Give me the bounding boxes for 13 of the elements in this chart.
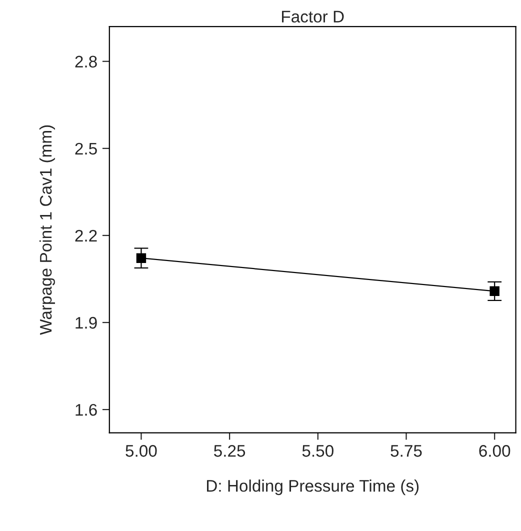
x-tick-label: 5.75 [390, 445, 422, 457]
y-tick-label: 2.5 [75, 142, 97, 155]
chart-title: Factor D [282, 10, 344, 23]
x-axis-title: D: Holding Pressure Time (s) [206, 480, 419, 496]
x-tick-label: 5.00 [126, 445, 157, 457]
y-axis-title: Warpage Point 1 Cav1 (mm) [39, 125, 55, 335]
x-tick-label: 5.50 [302, 445, 334, 457]
x-tick-label: 5.25 [214, 445, 246, 457]
y-tick-label: 2.2 [75, 230, 97, 242]
y-tick-label: 1.9 [76, 316, 97, 329]
y-tick-label: 2.8 [75, 56, 97, 68]
x-tick-label: 6.00 [479, 445, 510, 457]
y-tick-label: 1.6 [76, 404, 97, 416]
